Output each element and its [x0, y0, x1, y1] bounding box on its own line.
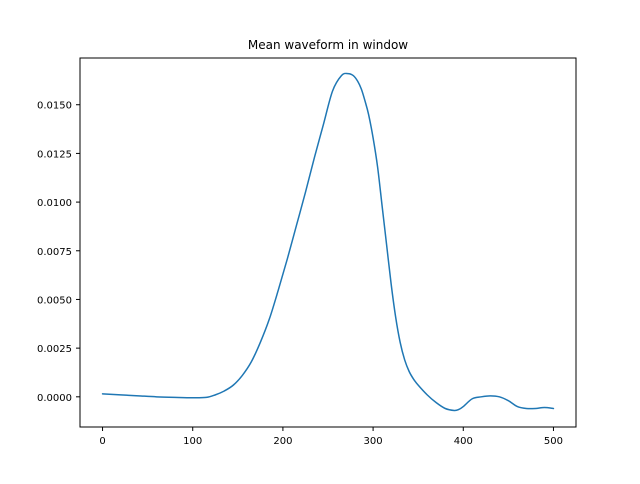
y-tick-label: 0.0075	[37, 247, 72, 258]
y-tick-label: 0.0000	[37, 393, 72, 404]
x-tick-label: 300	[364, 436, 383, 447]
axis-ticks: 0 100 200 300 400 500 0.0000 0.0025 0.0050 0.0075…	[37, 101, 563, 447]
y-tick-label: 0.0100	[37, 198, 72, 209]
y-tick-label: 0.0125	[37, 149, 72, 160]
y-tick-label: 0.0150	[37, 101, 72, 112]
y-tick-label: 0.0025	[37, 344, 72, 355]
y-tick-label: 0.0050	[37, 295, 72, 306]
waveform-series-line	[101, 72, 555, 412]
x-tick-label: 200	[273, 436, 292, 447]
plot-area-frame	[79, 57, 577, 428]
x-tick-label: 500	[544, 436, 563, 447]
series-layer	[101, 72, 555, 412]
x-tick-label: 400	[454, 436, 473, 447]
x-tick-label: 100	[183, 436, 202, 447]
chart-title: Mean waveform in window	[248, 38, 408, 52]
x-tick-label: 0	[99, 436, 105, 447]
